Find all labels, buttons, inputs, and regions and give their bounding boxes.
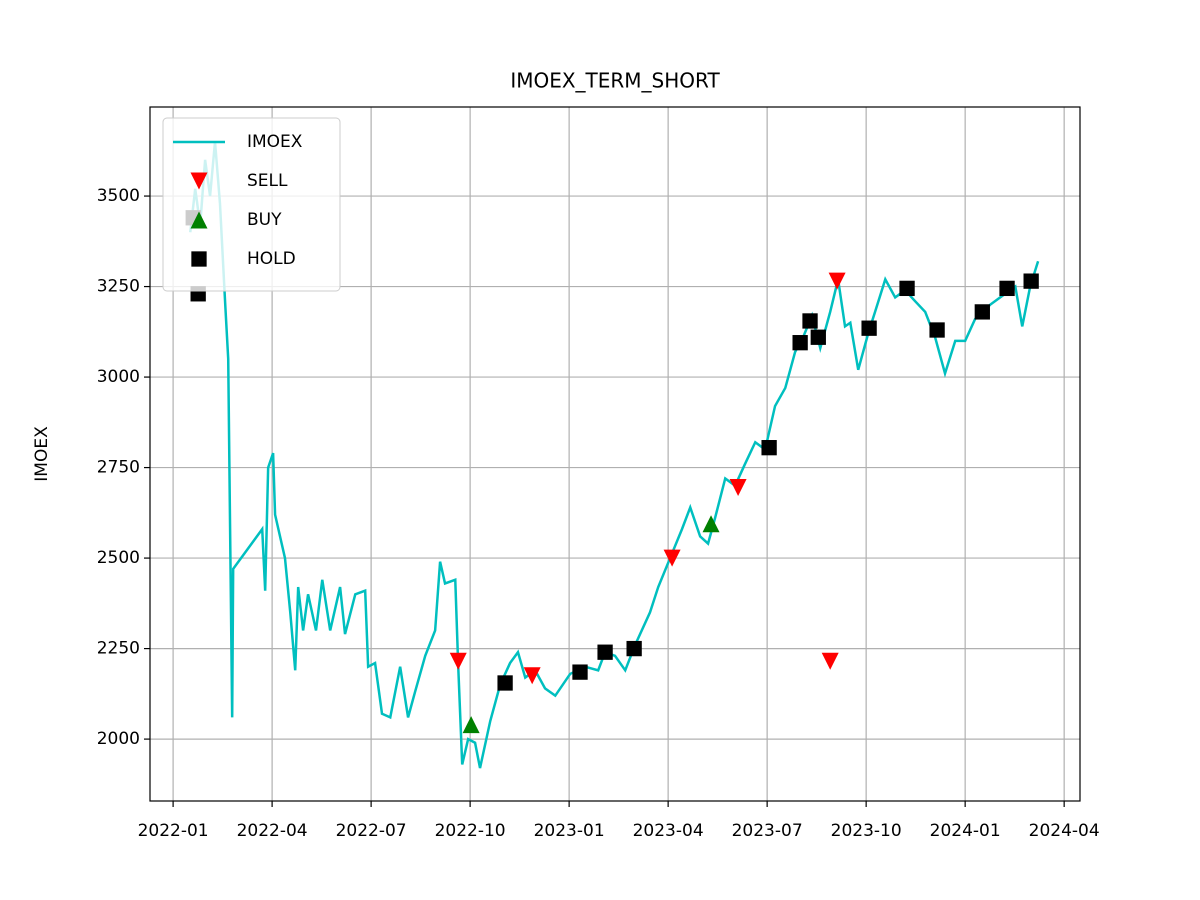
marker [810, 329, 826, 345]
legend-label: HOLD [247, 249, 296, 269]
legend-marker [190, 172, 208, 190]
marker [802, 313, 818, 329]
marker [702, 515, 720, 533]
y-tick-label: 3000 [97, 367, 140, 387]
x-tick-label: 2023-01 [534, 821, 605, 841]
legend: IMOEX SELL BUY HOLD [162, 117, 341, 292]
x-tick-label: 2024-01 [930, 821, 1001, 841]
x-tick-label: 2024-04 [1029, 821, 1100, 841]
legend-marker [191, 251, 207, 267]
marker [999, 280, 1015, 297]
marker [761, 440, 777, 456]
x-tick-label: 2022-04 [237, 821, 308, 841]
marker [792, 335, 808, 351]
marker [462, 716, 480, 734]
marker [626, 640, 642, 657]
marker [729, 478, 747, 496]
marker [449, 652, 467, 670]
marker [663, 549, 681, 567]
legend-box [162, 117, 341, 292]
x-tick-label: 2022-07 [336, 821, 407, 841]
plot-area [185, 141, 1040, 769]
x-tick-label: 2023-10 [831, 821, 902, 841]
y-tick-label: 2250 [97, 639, 140, 659]
marker [1023, 273, 1039, 289]
legend-label: IMOEX [247, 132, 303, 152]
axes-frame [149, 106, 1081, 802]
marker [929, 322, 945, 338]
legend-label: SELL [247, 171, 288, 191]
marker [861, 320, 877, 336]
x-tick-label: 2023-07 [732, 821, 803, 841]
y-tick-label: 2500 [97, 548, 140, 568]
x-tick-label: 2022-10 [435, 821, 506, 841]
y-tick-label: 2750 [97, 458, 140, 478]
marker [497, 675, 513, 691]
marker [597, 644, 613, 660]
x-tick-label: 2023-04 [633, 821, 704, 841]
legend-label: BUY [247, 210, 282, 230]
chart-title: IMOEX_TERM_SHORT [510, 69, 720, 93]
y-axis-label: IMOEX [32, 426, 52, 482]
marker [899, 280, 915, 297]
marker [828, 272, 846, 290]
marker [974, 304, 990, 320]
x-tick-label: 2022-01 [138, 821, 209, 841]
y-tick-label: 3250 [97, 277, 140, 297]
y-tick-label: 3500 [97, 186, 140, 206]
marker [821, 652, 839, 670]
y-tick-label: 2000 [97, 729, 140, 749]
marker [523, 667, 541, 685]
legend-marker [190, 211, 208, 229]
marker [572, 664, 588, 680]
